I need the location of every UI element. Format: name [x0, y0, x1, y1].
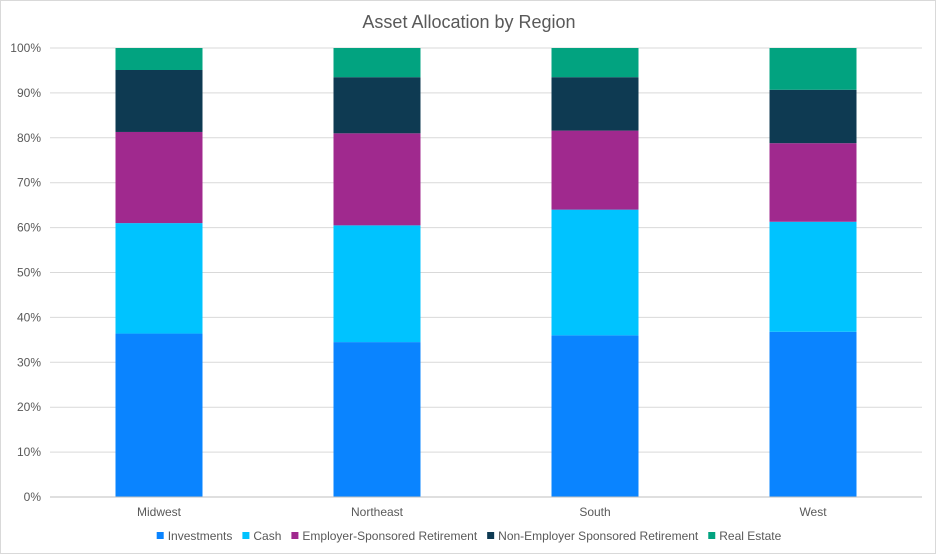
bar-segment-south-real-estate	[551, 48, 639, 78]
legend-item: Cash	[242, 529, 281, 543]
y-tick-label: 60%	[17, 221, 41, 235]
legend-swatch	[487, 532, 495, 539]
legend-swatch	[156, 532, 164, 539]
y-tick-label: 80%	[17, 131, 41, 145]
bar-segment-west-employer-sponsored-retirement	[769, 143, 857, 222]
bar-segment-northeast-real-estate	[333, 48, 421, 78]
x-tick-label: Northeast	[351, 505, 404, 519]
bar-segment-midwest-non-employer-sponsored-retirement	[115, 70, 203, 132]
legend-label: Real Estate	[719, 529, 781, 543]
y-tick-label: 90%	[17, 86, 41, 100]
legend-label: Non-Employer Sponsored Retirement	[498, 529, 699, 543]
bar-segment-south-cash	[551, 209, 639, 336]
bar-segment-west-cash	[769, 221, 857, 332]
bar-segment-northeast-cash	[333, 225, 421, 343]
bar-segment-south-investments	[551, 335, 639, 497]
bar-segment-south-employer-sponsored-retirement	[551, 130, 639, 210]
x-tick-label: Midwest	[137, 505, 182, 519]
legend-swatch	[708, 532, 716, 539]
chart-title: Asset Allocation by Region	[362, 12, 575, 32]
bar-segment-northeast-investments	[333, 342, 421, 497]
y-tick-label: 0%	[24, 490, 42, 504]
x-axis-tick-labels: Midwest Northeast South West	[137, 505, 827, 519]
bar-segment-midwest-employer-sponsored-retirement	[115, 131, 203, 224]
legend-item: Non-Employer Sponsored Retirement	[487, 529, 699, 543]
legend-item: Employer-Sponsored Retirement	[291, 529, 478, 543]
legend: Investments Cash Employer-Sponsored Retire…	[156, 529, 782, 543]
bar-segment-midwest-cash	[115, 223, 203, 334]
bars	[115, 48, 857, 497]
bar-segment-northeast-non-employer-sponsored-retirement	[333, 77, 421, 134]
x-tick-label: South	[579, 505, 610, 519]
x-tick-label: West	[799, 505, 827, 519]
bar-segment-midwest-investments	[115, 333, 203, 497]
legend-item: Real Estate	[708, 529, 782, 543]
legend-label: Cash	[253, 529, 281, 543]
legend-item: Investments	[156, 529, 233, 543]
y-tick-label: 20%	[17, 400, 41, 414]
bar-segment-northeast-employer-sponsored-retirement	[333, 133, 421, 226]
y-tick-label: 70%	[17, 176, 41, 190]
y-tick-label: 50%	[17, 266, 41, 280]
bar-segment-west-real-estate	[769, 48, 857, 90]
bar-segment-south-non-employer-sponsored-retirement	[551, 77, 639, 131]
legend-swatch	[291, 532, 299, 539]
y-axis-tick-labels: 0% 10% 20% 30% 40% 50% 60% 70% 80% 90% 100%	[10, 41, 41, 504]
y-tick-label: 10%	[17, 445, 41, 459]
y-tick-label: 40%	[17, 310, 41, 324]
bar-segment-midwest-real-estate	[115, 48, 203, 70]
legend-label: Investments	[168, 529, 233, 543]
legend-label: Employer-Sponsored Retirement	[302, 529, 477, 543]
bar-segment-west-investments	[769, 331, 857, 497]
bar-segment-west-non-employer-sponsored-retirement	[769, 89, 857, 144]
y-tick-label: 100%	[10, 41, 41, 55]
y-tick-label: 30%	[17, 355, 41, 369]
legend-swatch	[242, 532, 250, 539]
